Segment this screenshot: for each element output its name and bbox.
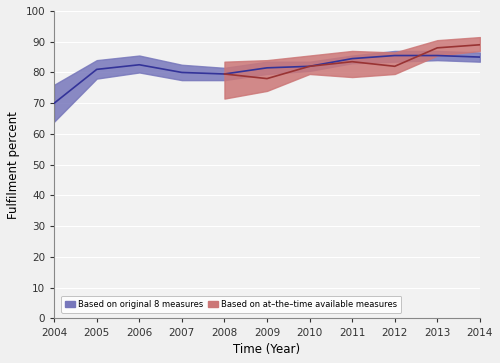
Y-axis label: Fulfilment percent: Fulfilment percent (7, 111, 20, 219)
Legend: Based on original 8 measures, Based on at–the–time available measures: Based on original 8 measures, Based on a… (61, 295, 402, 313)
X-axis label: Time (Year): Time (Year) (234, 343, 300, 356)
